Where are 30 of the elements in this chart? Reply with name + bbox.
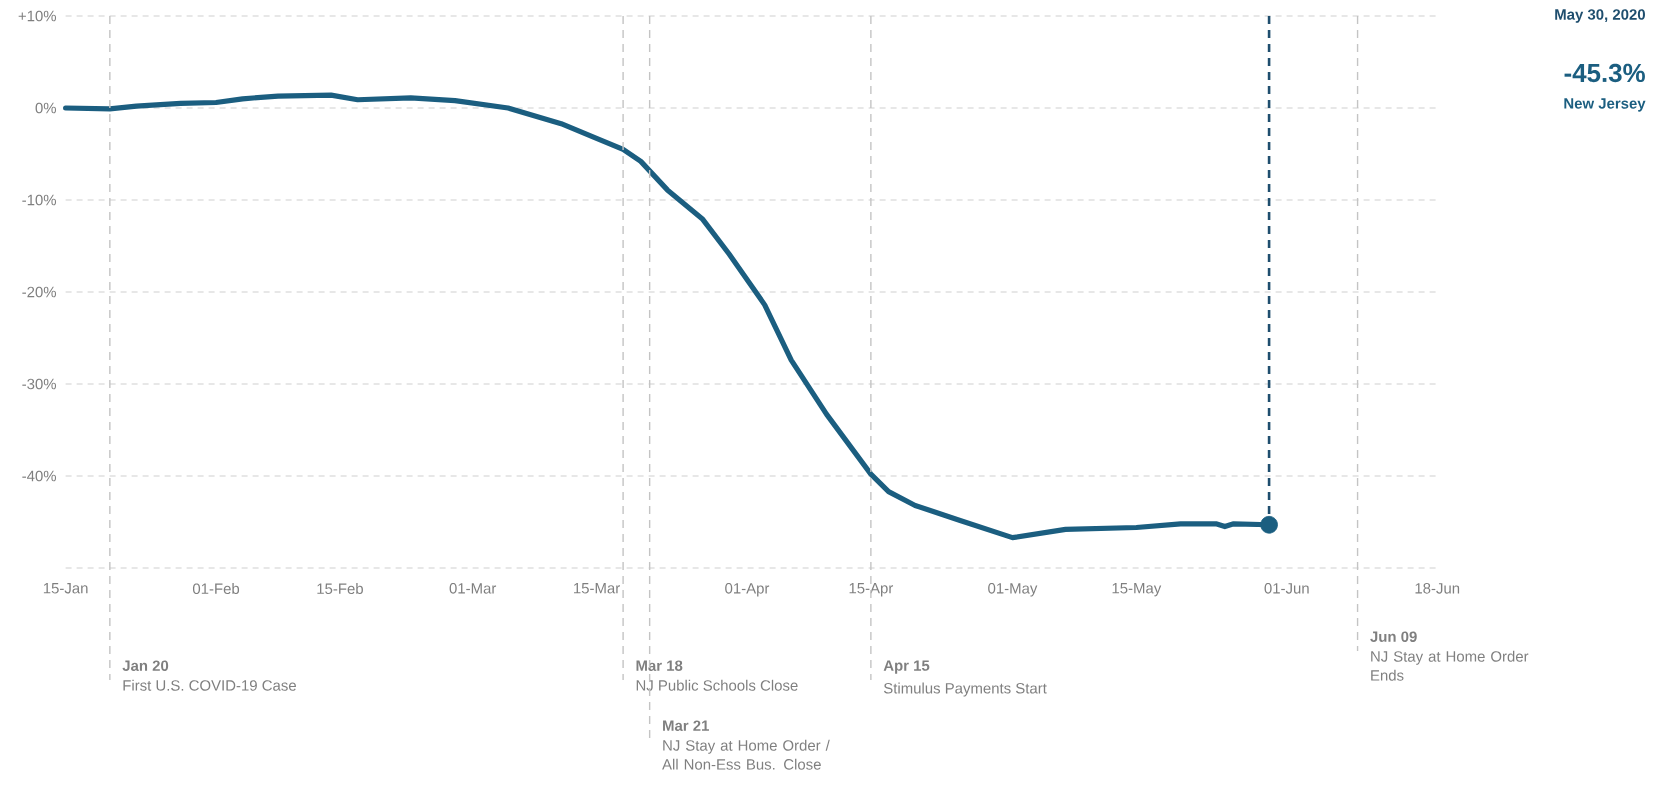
x-tick-label: 15-Jan — [43, 583, 88, 594]
x-tick-label: 15-May — [1112, 583, 1162, 597]
x-tick-label: 01-Mar — [449, 583, 497, 594]
text: -45.3% — [1564, 63, 1645, 83]
x-tick-label: 15-Apr — [849, 583, 894, 597]
ref-line-label: NJ Stay at Home Order / All Non-Ess Bus. Close — [662, 739, 830, 770]
x-tick-label: 15-Feb — [317, 583, 363, 595]
ref-line-label: First U.S. COVID-19 Case — [123, 679, 296, 691]
annotation: Mar 18 — [636, 660, 683, 671]
y-tick-label: -40% — [22, 470, 57, 482]
ref-line-label: NJ Stay at Home Order Ends — [1371, 650, 1529, 681]
annotation: Apr 15 — [883, 660, 930, 674]
annotation: Jun 09 — [1370, 631, 1417, 642]
x-tick-label: 01-Feb — [192, 583, 240, 595]
text: New Jersey — [1564, 98, 1646, 112]
x-tick-label: 18-Jun — [1415, 583, 1460, 594]
x-tick-label: 15-Mar — [574, 583, 620, 594]
annotation: Jan 20 — [122, 660, 169, 671]
x-tick-label: 01-Apr — [725, 583, 770, 597]
ref-line-label: Stimulus Payments Start — [883, 682, 1047, 697]
ref-line-label: May 30, 2020 — [1555, 9, 1645, 23]
annotation: Mar 21 — [663, 720, 709, 731]
y-tick-label: -20% — [22, 286, 57, 298]
y-tick-label: 0% — [35, 102, 57, 114]
x-tick-label: 01-Jun — [1264, 583, 1309, 594]
ref-line-label: NJ Public Schools Close — [636, 679, 798, 691]
x-tick-label: 01-May — [988, 583, 1038, 597]
y-tick-label: -10% — [22, 194, 57, 206]
y-tick-label: -30% — [22, 378, 57, 390]
y-tick-label: +10% — [18, 10, 57, 22]
